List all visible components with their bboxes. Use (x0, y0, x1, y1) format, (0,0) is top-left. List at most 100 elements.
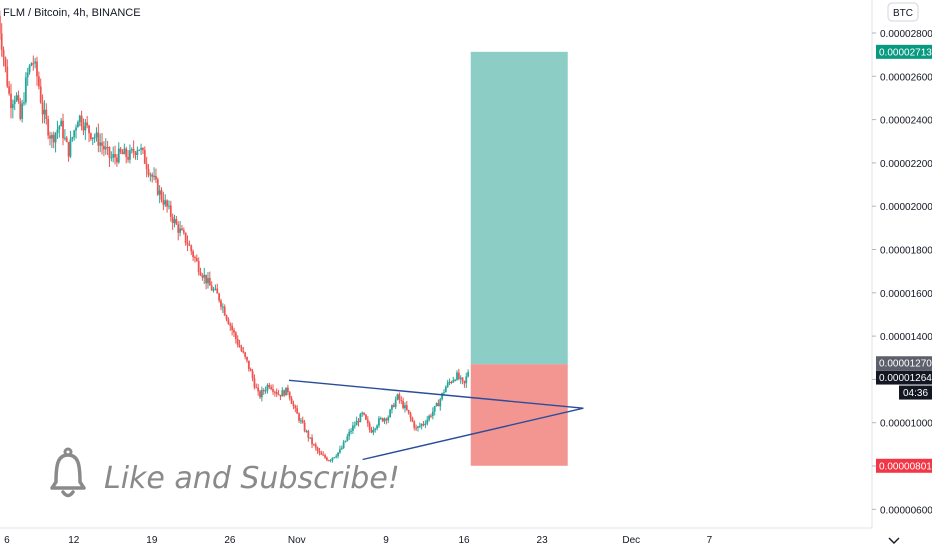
candle-body (207, 277, 209, 284)
target-zone[interactable] (470, 51, 568, 365)
currency-badge[interactable] (887, 2, 919, 22)
current-price-badge-text: 0.00001264 (879, 373, 932, 384)
triangle-upper-trendline[interactable] (288, 379, 584, 409)
candle-body (56, 129, 59, 133)
candle-body (279, 394, 282, 397)
candle-body (376, 425, 378, 429)
target-price-badge-text: 0.00002713 (879, 47, 932, 58)
candle-body (62, 120, 64, 139)
candle-body (149, 174, 152, 176)
candle-body (101, 142, 103, 146)
candle-body (264, 390, 267, 392)
candle-body (114, 154, 116, 158)
candle-body (97, 132, 100, 146)
price-axis[interactable]: BTC (871, 0, 919, 528)
candle-body (288, 392, 291, 399)
y-tick-label: 0.00000600 (880, 505, 932, 516)
candle-body (60, 120, 63, 127)
candle-body (2, 49, 5, 58)
candle-body (23, 102, 25, 104)
candle-body (229, 324, 232, 326)
candle-body (456, 372, 458, 380)
candle-body (322, 454, 325, 456)
candle-body (110, 157, 113, 159)
candle-body (385, 418, 388, 421)
candle-body (116, 157, 118, 163)
candle-body (50, 135, 53, 139)
candle-body (437, 403, 440, 407)
candle-body (344, 440, 347, 443)
y-tick-label: 0.00001000 (880, 419, 932, 430)
candle-body (190, 245, 193, 252)
stop-price-badge (876, 458, 932, 473)
candle-body (260, 389, 263, 398)
candle-body (368, 423, 371, 430)
y-tick-label: 0.00002800 (880, 29, 932, 40)
candle-body (430, 415, 432, 417)
candle-body (199, 272, 202, 276)
candle-body (247, 360, 250, 370)
x-tick-label: 9 (383, 535, 389, 546)
x-tick-label: 7 (707, 535, 713, 546)
candle-body (448, 381, 451, 383)
candle-body (467, 372, 470, 377)
candle-body (392, 404, 395, 407)
candle-body (259, 391, 261, 398)
candle-body (76, 122, 79, 128)
candle-body (281, 390, 284, 397)
candle-body (201, 275, 204, 278)
candle-body (158, 190, 161, 195)
chevron-icon (888, 537, 900, 544)
y-tick-label: 0.00002600 (880, 72, 932, 83)
x-tick-label: 26 (224, 535, 236, 546)
candle-body (365, 414, 367, 420)
candle-body (303, 422, 306, 432)
candle-body (41, 102, 44, 115)
candle-body (153, 175, 155, 177)
candle-body (182, 230, 185, 233)
candle-body (409, 413, 412, 418)
candle-body (19, 101, 22, 119)
candle-body (69, 139, 72, 157)
candle-body (121, 152, 124, 155)
candle-body (37, 76, 40, 87)
candle-body (461, 377, 464, 381)
candle-body (210, 285, 213, 291)
candle-body (446, 382, 449, 387)
candle-body (103, 145, 105, 150)
candle-body (405, 405, 408, 410)
candle-body (30, 63, 33, 66)
candle-body (372, 429, 375, 433)
candle-body (214, 288, 217, 290)
x-tick-label: Dec (622, 535, 640, 546)
candle-body (463, 380, 466, 384)
candle-body (227, 319, 230, 325)
candle-body (242, 350, 245, 353)
candle-body (151, 174, 154, 177)
countdown-text: 04:36 (903, 388, 928, 399)
candle-body (123, 148, 126, 155)
candle-body (86, 122, 89, 126)
candle-body (346, 436, 349, 441)
candle-body (106, 147, 109, 149)
candle-body (127, 157, 129, 160)
candle-body (234, 332, 237, 339)
candle-body (457, 372, 460, 379)
candle-body (132, 149, 135, 153)
bell-icon (50, 447, 86, 498)
candle-body (218, 293, 221, 301)
candle-body (195, 258, 198, 262)
candle-body (67, 142, 70, 157)
candle-body (314, 444, 317, 448)
candle-body (175, 219, 178, 225)
candle-body (162, 199, 165, 205)
candle-body (71, 137, 74, 140)
candle-body (402, 400, 404, 409)
countdown-badge (899, 385, 932, 400)
triangle-lower-trendline[interactable] (362, 407, 584, 461)
candle-body (418, 425, 421, 427)
plot-area[interactable] (0, 0, 872, 528)
goto-realtime-button[interactable] (876, 532, 912, 550)
candle-body (45, 109, 48, 119)
